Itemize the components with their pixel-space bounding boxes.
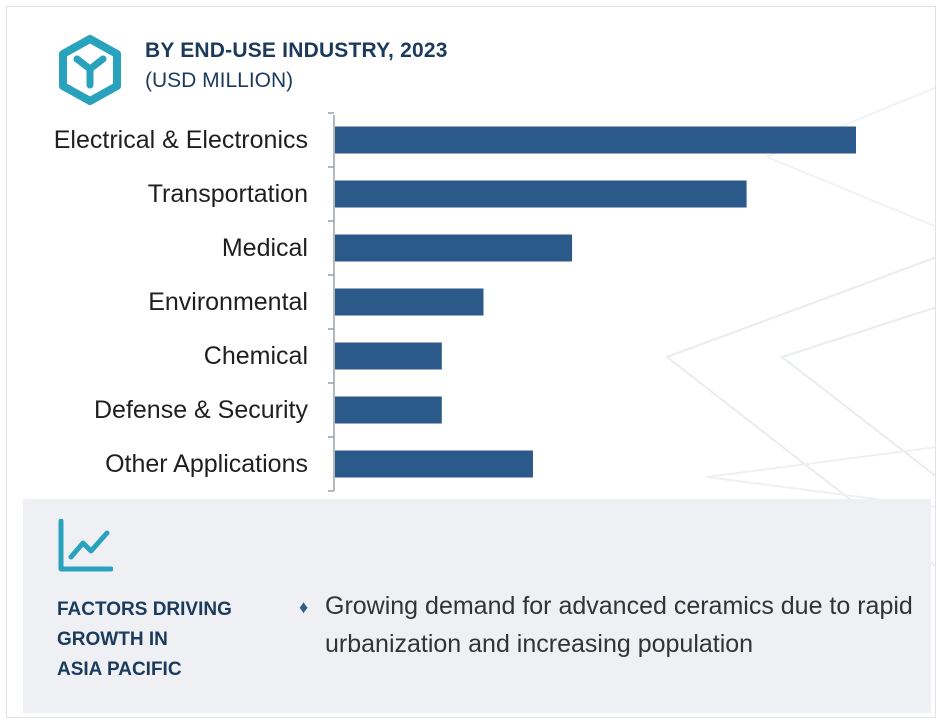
category-label: Defense & Security — [94, 396, 308, 424]
chart-subtitle: (USD MILLION) — [145, 69, 294, 92]
diamond-bullet-icon: ♦ — [299, 597, 309, 617]
hexagon-y-icon — [59, 35, 121, 105]
bar — [335, 180, 747, 208]
factors-title: FACTORS DRIVING GROWTH IN ASIA PACIFIC — [57, 599, 232, 680]
background-watermark — [664, 86, 935, 567]
bar — [335, 396, 442, 424]
category-label: Transportation — [148, 180, 308, 208]
bar — [335, 342, 442, 370]
bar — [335, 450, 533, 478]
category-label: Other Applications — [105, 450, 308, 478]
category-label: Electrical & Electronics — [54, 126, 308, 154]
bar — [335, 126, 856, 154]
bar — [335, 288, 484, 316]
category-label: Medical — [222, 234, 308, 262]
factors-panel: FACTORS DRIVING GROWTH IN ASIA PACIFIC ♦… — [23, 499, 931, 713]
infographic-card: BY END-USE INDUSTRY, 2023 (USD MILLION) … — [6, 6, 936, 718]
factor-text: Growing demand for advanced ceramics due… — [325, 592, 913, 658]
bar-chart: Electrical & Electronics Transportation Me… — [54, 112, 856, 492]
category-label: Chemical — [204, 342, 308, 370]
chart-title: BY END-USE INDUSTRY, 2023 — [145, 39, 448, 62]
bar — [335, 234, 573, 262]
category-label: Environmental — [148, 288, 308, 316]
trend-chart-icon — [58, 519, 113, 572]
